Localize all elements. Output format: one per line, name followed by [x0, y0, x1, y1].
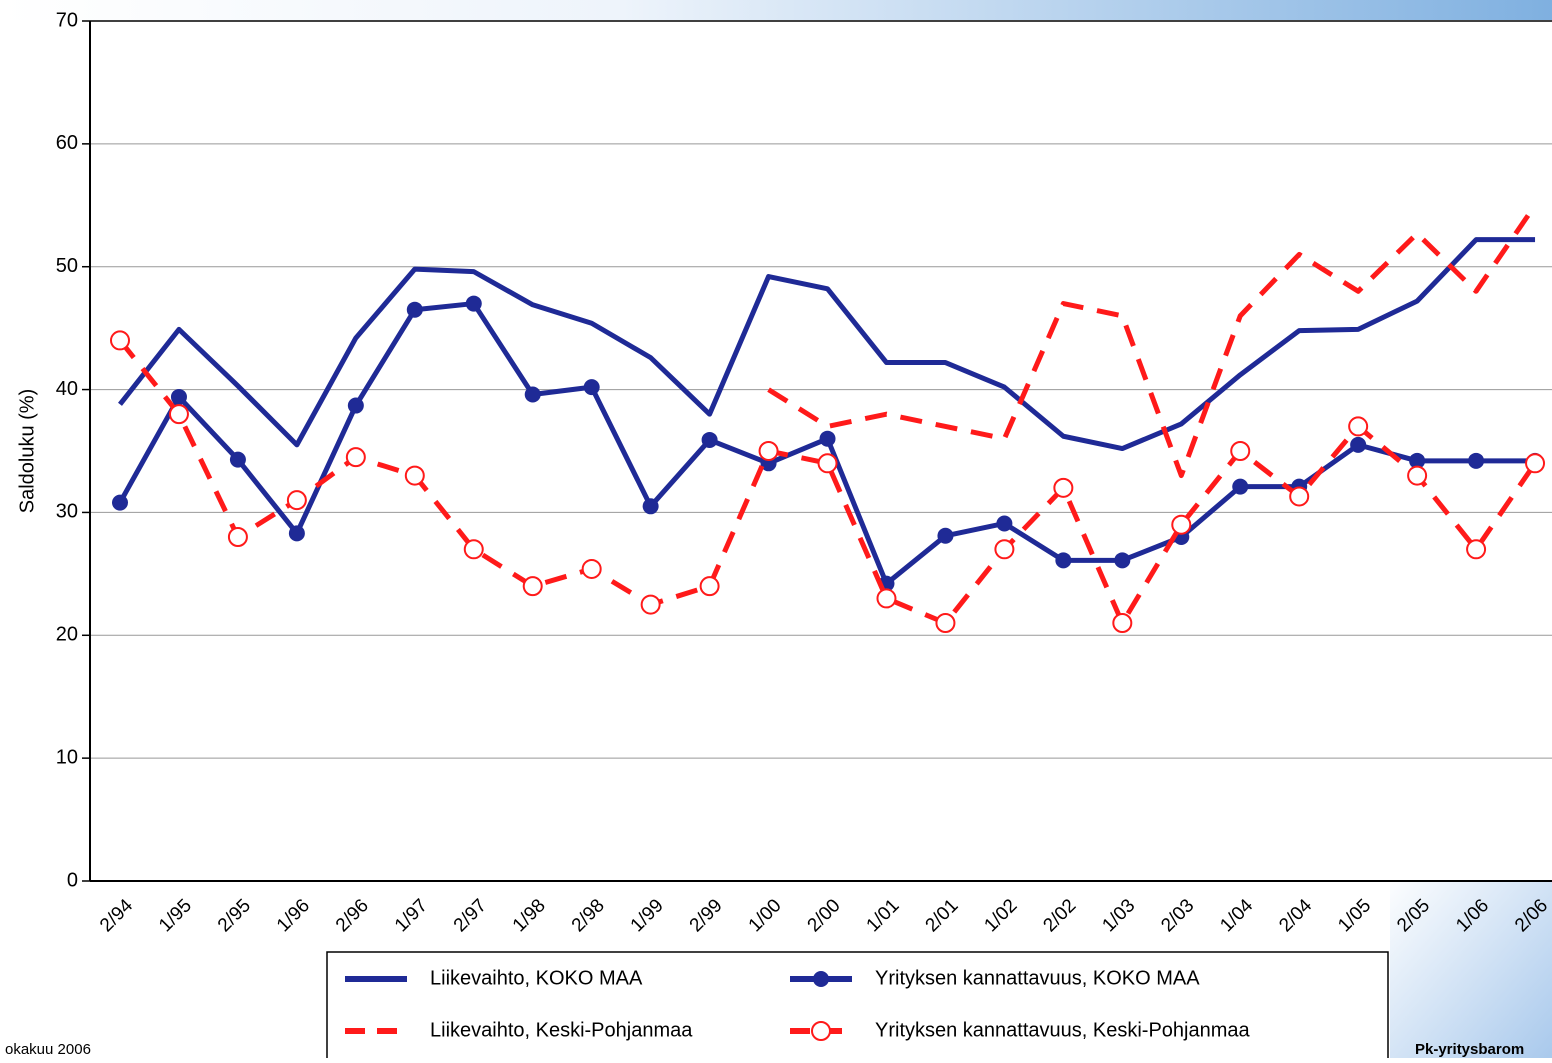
point	[581, 558, 602, 579]
x-tick-label: 2/97	[450, 895, 491, 936]
point	[229, 451, 246, 468]
x-tick-label: 1/01	[863, 895, 904, 936]
point	[758, 441, 779, 461]
point	[1466, 539, 1487, 560]
y-tick-label: 20	[56, 624, 78, 646]
x-tick-label: 1/95	[155, 895, 196, 936]
plot-area	[90, 21, 1552, 881]
point	[288, 525, 305, 542]
point	[170, 388, 187, 405]
point	[1055, 552, 1072, 569]
series-line	[118, 237, 1536, 452]
x-tick-label: 1/98	[509, 895, 550, 936]
point	[286, 490, 307, 511]
point	[1468, 452, 1485, 469]
point	[1053, 477, 1074, 498]
point	[876, 588, 897, 609]
footer-left: okakuu 2006	[5, 1041, 91, 1058]
legend-label: Yrityksen kannattavuus, Keski-Pohjanmaa	[875, 1019, 1251, 1041]
point	[524, 386, 541, 403]
point	[404, 465, 425, 486]
point	[994, 539, 1015, 560]
x-tick-label: 2/02	[1039, 895, 1080, 936]
y-tick-label: 0	[67, 869, 78, 891]
grid	[90, 20, 1552, 882]
point	[1114, 552, 1131, 569]
point	[465, 295, 482, 312]
point	[110, 330, 130, 351]
y-tick-label: 70	[56, 9, 78, 31]
point	[583, 379, 600, 396]
footer-right: Pk-yritysbarom	[1415, 1041, 1524, 1058]
point	[1112, 613, 1133, 633]
y-tick-label: 50	[56, 255, 78, 277]
x-tick-label: 2/98	[568, 895, 609, 936]
x-tick-label: 1/99	[627, 895, 668, 936]
point	[1348, 416, 1369, 437]
x-tick-label: 2/94	[96, 895, 137, 936]
header-band	[0, 0, 1552, 20]
point	[937, 527, 954, 544]
point	[1350, 436, 1367, 453]
point	[1289, 486, 1310, 507]
x-tick-label: 1/00	[745, 895, 786, 936]
x-tick-label: 1/05	[1334, 895, 1375, 936]
point	[1171, 514, 1192, 535]
y-tick-label: 10	[56, 746, 78, 768]
point	[522, 576, 543, 597]
point	[819, 430, 836, 447]
point	[347, 397, 364, 414]
point	[112, 494, 128, 511]
y-tick-label: 60	[56, 132, 78, 154]
legend-marker	[811, 1021, 831, 1041]
series	[110, 203, 1546, 633]
point	[935, 613, 956, 633]
point	[227, 527, 248, 547]
point	[1407, 465, 1428, 486]
y-tick-label: 30	[56, 501, 78, 523]
x-tick-label: 2/03	[1157, 895, 1198, 936]
point	[168, 404, 189, 425]
legend-entries: Liikevaihto, KOKO MAA Yrityksen kannattav…	[345, 967, 1251, 1041]
point	[406, 301, 423, 318]
x-tick-label: 1/03	[1098, 895, 1139, 936]
point	[817, 453, 838, 474]
x-tick-label: 1/97	[391, 895, 432, 936]
legend-label: Liikevaihto, KOKO MAA	[430, 967, 643, 989]
point	[345, 447, 366, 468]
point	[1232, 478, 1249, 495]
legend-marker	[813, 971, 829, 987]
x-tick-label: 1/96	[273, 895, 314, 936]
point	[642, 498, 659, 515]
y-tick-label: 40	[56, 378, 78, 400]
point	[1525, 453, 1546, 474]
legend	[326, 951, 1389, 1063]
legend-label: Yrityksen kannattavuus, KOKO MAA	[875, 967, 1200, 989]
x-tick-label: 2/99	[686, 895, 727, 936]
point	[701, 431, 718, 448]
x-tick-label: 2/95	[214, 895, 255, 936]
x-tick-label: 1/04	[1216, 895, 1257, 936]
legend-label: Liikevaihto, Keski-Pohjanmaa	[430, 1019, 693, 1041]
point	[640, 594, 661, 615]
point	[996, 515, 1013, 532]
point	[1230, 441, 1251, 461]
x-tick-label: 2/00	[804, 895, 845, 936]
x-tick-label: 1/02	[980, 895, 1021, 936]
x-tick-label: 2/01	[922, 895, 963, 936]
x-tick-label: 2/96	[332, 895, 373, 936]
footer-band	[1390, 870, 1552, 1058]
point	[1409, 452, 1426, 469]
series-line	[767, 203, 1538, 479]
point	[699, 576, 720, 597]
x-tick-label: 2/04	[1275, 895, 1316, 936]
y-axis-label: Saldoluku (%)	[16, 389, 38, 514]
point	[463, 539, 484, 560]
